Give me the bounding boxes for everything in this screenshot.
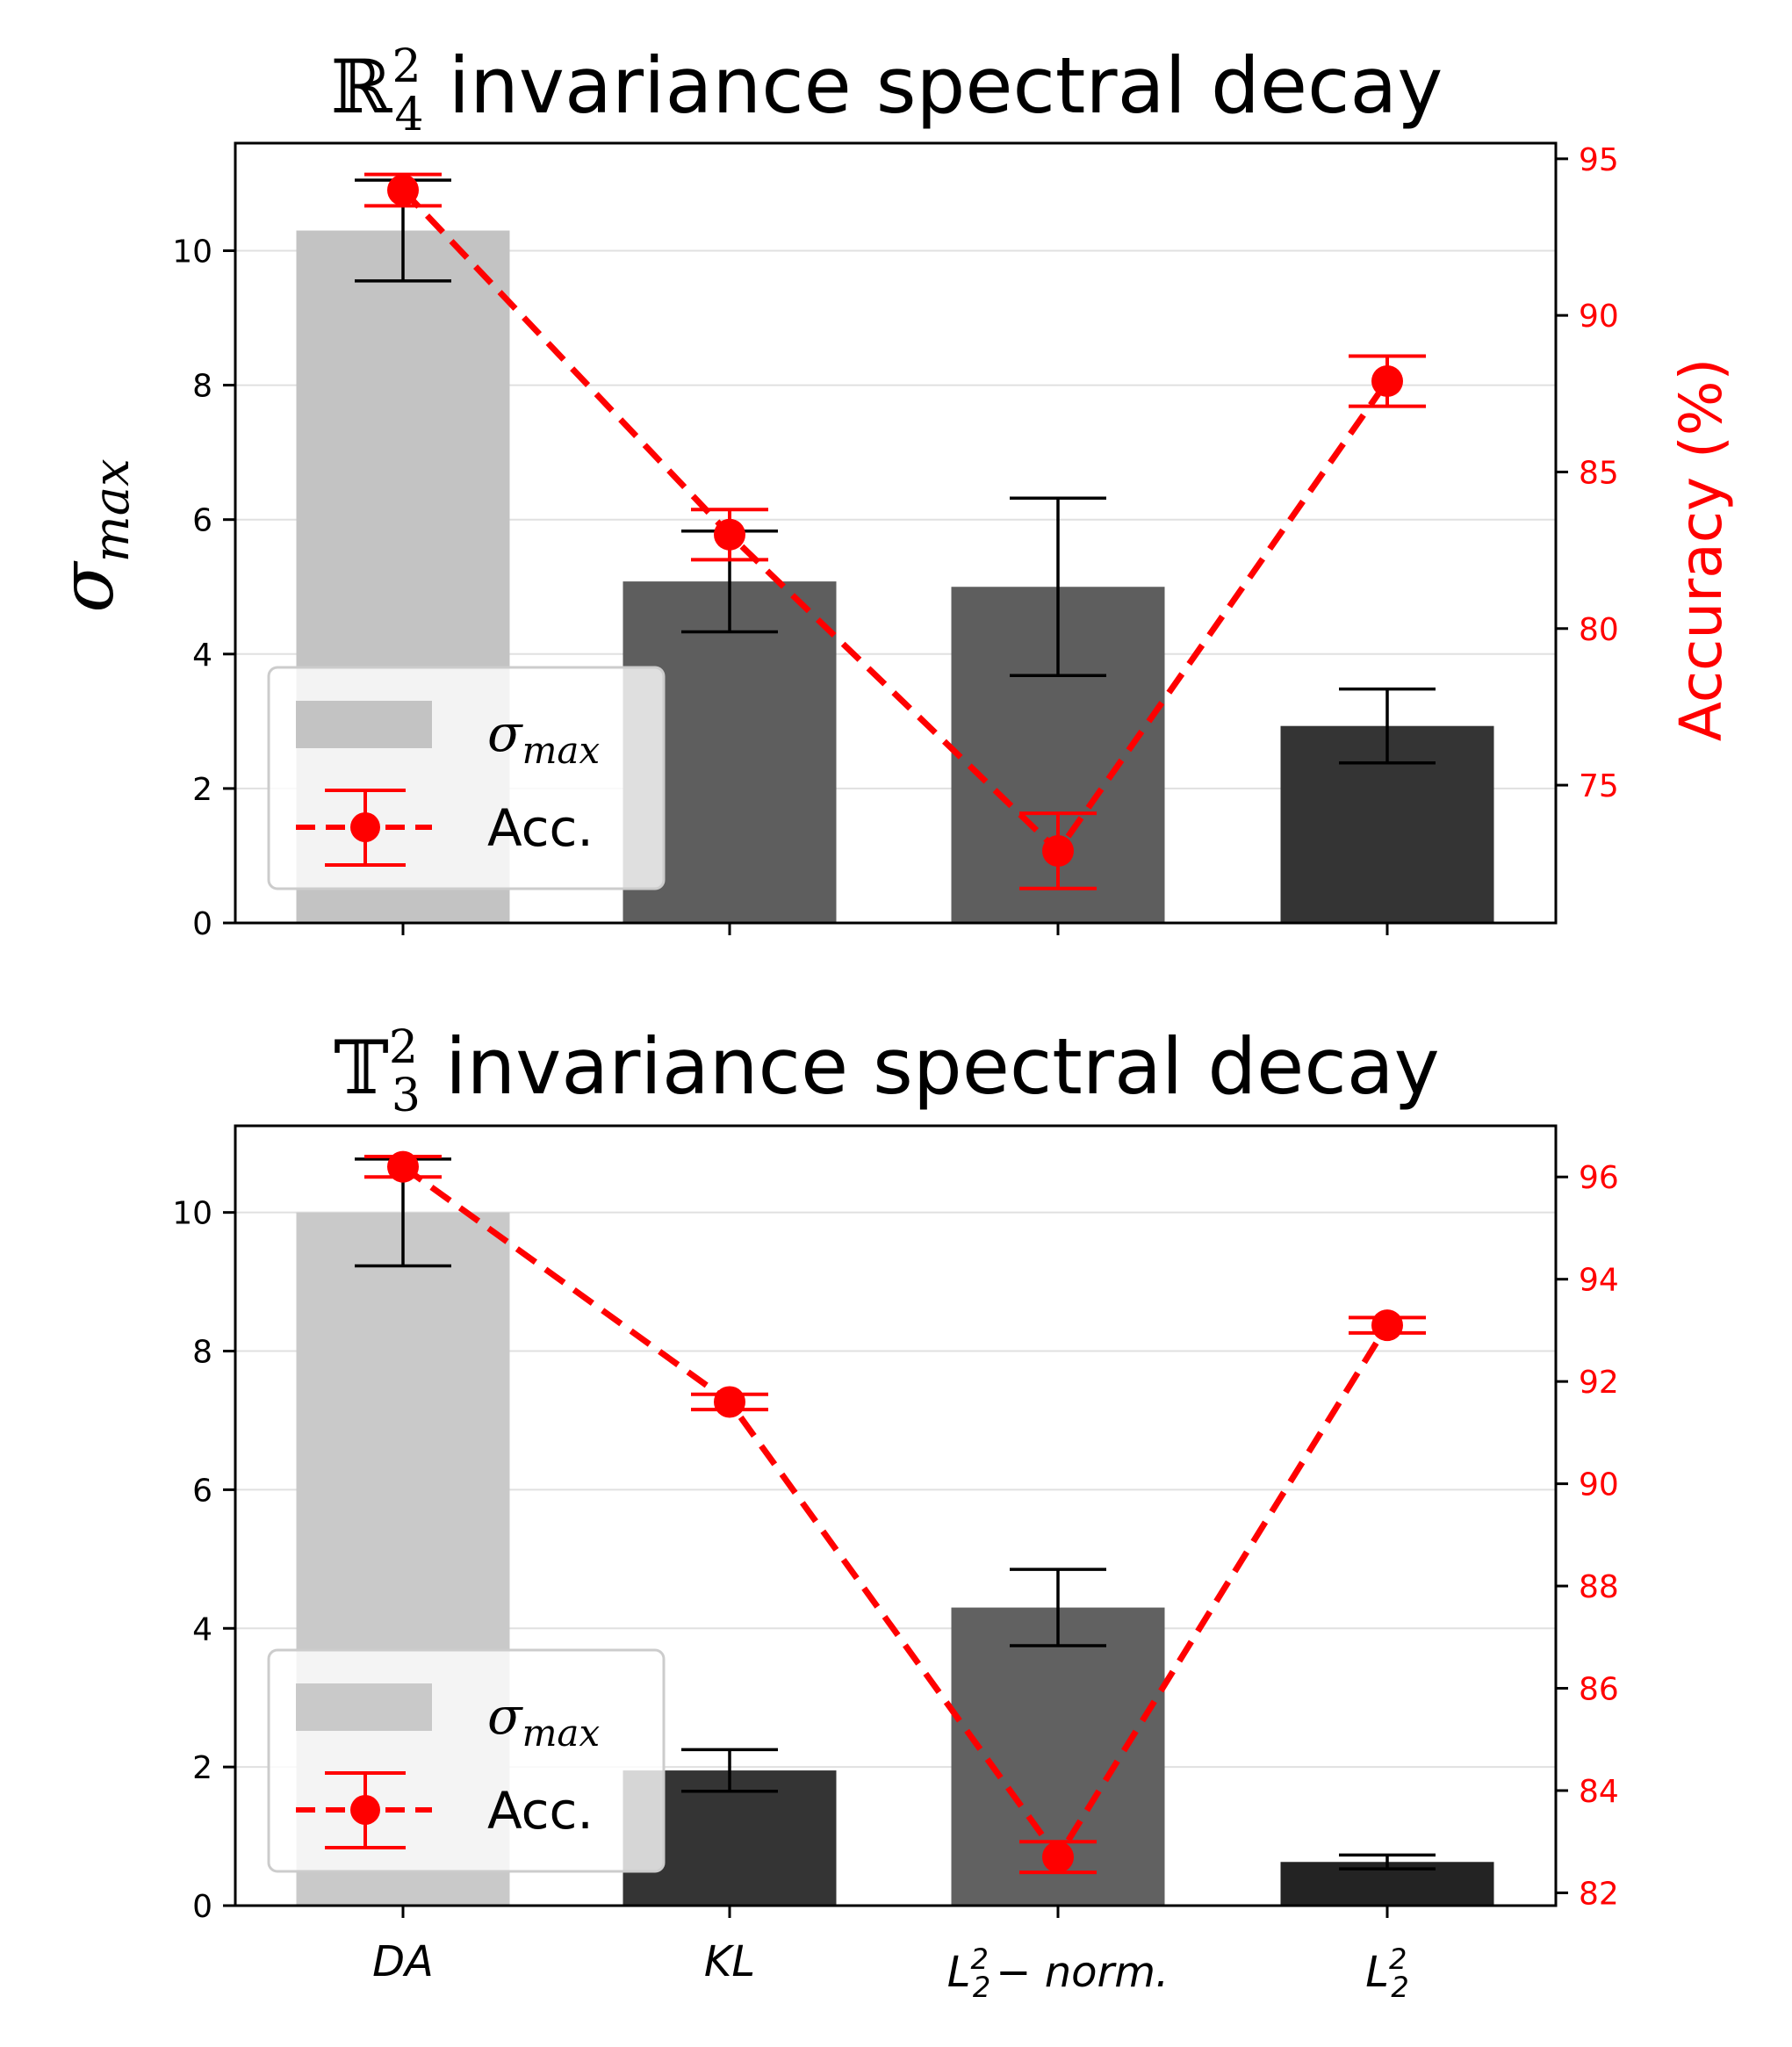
accuracy-point <box>1042 834 1074 867</box>
y-right-tick-label: 90 <box>1579 1467 1619 1503</box>
y-left-tick-label: 2 <box>192 1750 212 1786</box>
accuracy-point <box>1371 1309 1403 1342</box>
accuracy-point <box>387 174 419 206</box>
y-axis-right: 82 84 86 88 90 92 94 96 <box>1556 1160 1619 1912</box>
y-left-tick-label: 4 <box>192 638 212 674</box>
y-right-tick-label: 92 <box>1579 1365 1619 1401</box>
y-right-tick-label: 95 <box>1579 142 1619 178</box>
y-left-tick-label: 2 <box>192 772 212 808</box>
y-right-tick-label: 86 <box>1579 1672 1619 1708</box>
y-axis-left: 0 2 4 6 8 10 <box>172 1196 235 1925</box>
y-left-tick-label: 0 <box>192 1889 212 1925</box>
y-right-tick-label: 80 <box>1579 612 1619 648</box>
x-tick-labels: DA KL L2 2− norm. L2 2 <box>372 1937 1409 2004</box>
y-right-tick-label: 96 <box>1579 1160 1619 1196</box>
x-axis-ticks <box>401 923 1389 935</box>
y-left-tick-label: 4 <box>192 1611 212 1647</box>
plot-frame <box>234 1124 1558 1907</box>
y-left-tick-label: 6 <box>192 503 212 539</box>
legend-acc-label: Acc. <box>487 798 594 858</box>
accuracy-point <box>387 1150 419 1183</box>
chart-top: ℝ2 4 invariance spectral decay 0 2 4 6 8 10 75 8… <box>44 40 1735 942</box>
accuracy-series <box>364 1150 1426 1875</box>
y-axis-right-label: Accuracy (%) <box>1667 358 1735 742</box>
y-axis-left-label: σmax <box>44 458 140 612</box>
x-tick-label-da: DA <box>372 1937 434 1986</box>
legend-sigma-swatch <box>296 701 432 748</box>
x-axis-ticks <box>401 1906 1389 1918</box>
y-right-tick-label: 84 <box>1579 1774 1619 1810</box>
legend-acc-label: Acc. <box>487 1781 594 1841</box>
y-right-tick-label: 90 <box>1579 299 1619 335</box>
legend-box <box>267 1648 666 1873</box>
y-right-tick-label: 82 <box>1579 1876 1619 1912</box>
y-axis-right: 75 80 85 90 95 <box>1556 142 1619 804</box>
y-right-tick-label: 85 <box>1579 455 1619 491</box>
legend-box <box>267 666 666 890</box>
y-right-tick-label: 88 <box>1579 1569 1619 1605</box>
x-tick-label-kl: KL <box>704 1937 755 1986</box>
y-left-tick-label: 6 <box>192 1473 212 1509</box>
y-axis-left: 0 2 4 6 8 10 <box>172 234 235 942</box>
y-left-tick-label: 10 <box>172 1196 212 1232</box>
y-left-tick-label: 8 <box>192 369 212 405</box>
y-right-tick-label: 75 <box>1579 768 1619 804</box>
legend-acc-marker <box>350 812 380 842</box>
accuracy-point <box>714 1386 745 1418</box>
legend: σmax Acc. <box>267 1648 666 1873</box>
accuracy-line <box>400 188 1390 856</box>
accuracy-point <box>1371 365 1403 398</box>
plot-frame <box>234 141 1558 925</box>
accuracy-series <box>364 172 1426 890</box>
y-left-tick-label: 0 <box>192 906 212 942</box>
chart-title: 𝕋2 3 invariance spectral decay <box>334 1021 1439 1122</box>
chart-title: ℝ2 4 invariance spectral decay <box>331 40 1443 141</box>
legend-sigma-swatch <box>296 1683 432 1731</box>
y-right-tick-label: 94 <box>1579 1263 1619 1299</box>
y-left-tick-label: 8 <box>192 1335 212 1371</box>
x-tick-label-l2: L2 2 <box>1365 1942 1408 2004</box>
legend: σmax Acc. <box>267 666 666 890</box>
accuracy-point <box>1042 1841 1074 1873</box>
y-left-tick-label: 10 <box>172 234 212 270</box>
legend-acc-marker <box>350 1795 380 1825</box>
x-tick-label-l2-norm: L2 2− norm. <box>947 1942 1169 2004</box>
accuracy-line <box>400 1164 1390 1863</box>
accuracy-point <box>714 518 745 551</box>
